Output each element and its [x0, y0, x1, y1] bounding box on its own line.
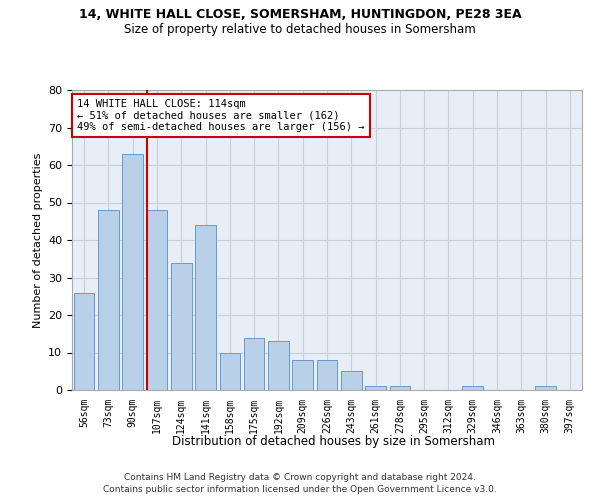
Text: Contains public sector information licensed under the Open Government Licence v3: Contains public sector information licen… [103, 485, 497, 494]
Bar [341, 371, 362, 390]
Bar [389, 386, 410, 390]
Text: 14 WHITE HALL CLOSE: 114sqm
← 51% of detached houses are smaller (162)
49% of se: 14 WHITE HALL CLOSE: 114sqm ← 51% of det… [77, 99, 365, 132]
Text: Size of property relative to detached houses in Somersham: Size of property relative to detached ho… [124, 22, 476, 36]
Bar [220, 352, 240, 390]
Bar [195, 225, 216, 390]
Bar [268, 341, 289, 390]
Y-axis label: Number of detached properties: Number of detached properties [32, 152, 43, 328]
Bar [171, 262, 191, 390]
Text: 14, WHITE HALL CLOSE, SOMERSHAM, HUNTINGDON, PE28 3EA: 14, WHITE HALL CLOSE, SOMERSHAM, HUNTING… [79, 8, 521, 20]
Bar [292, 360, 313, 390]
Bar [244, 338, 265, 390]
Bar [317, 360, 337, 390]
Bar [122, 154, 143, 390]
Bar [98, 210, 119, 390]
Bar [535, 386, 556, 390]
Text: Distribution of detached houses by size in Somersham: Distribution of detached houses by size … [172, 435, 494, 448]
Bar [365, 386, 386, 390]
Bar [463, 386, 483, 390]
Bar [146, 210, 167, 390]
Bar [74, 292, 94, 390]
Text: Contains HM Land Registry data © Crown copyright and database right 2024.: Contains HM Land Registry data © Crown c… [124, 472, 476, 482]
